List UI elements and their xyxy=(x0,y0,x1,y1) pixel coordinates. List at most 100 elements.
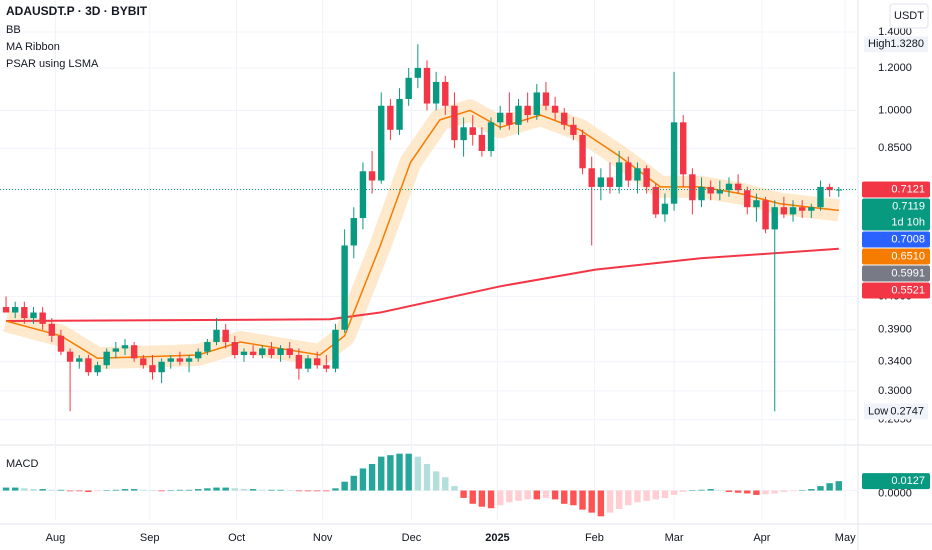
x-tick-label: Dec xyxy=(402,532,422,544)
currency[interactable]: USDT xyxy=(894,10,924,22)
candle-body xyxy=(39,312,46,324)
macd-bar xyxy=(432,471,440,491)
macd-bar xyxy=(579,490,586,510)
low-badge xyxy=(864,403,928,420)
price-badge xyxy=(862,198,930,231)
price-badge-label: 0.5991 xyxy=(891,267,925,279)
candle-body xyxy=(771,207,778,230)
macd-bar xyxy=(615,490,623,509)
low-label: Low xyxy=(868,405,888,417)
macd-bar xyxy=(341,481,348,491)
macd-bar xyxy=(606,490,614,513)
macd-bar xyxy=(451,486,458,491)
macd-bar xyxy=(561,490,568,504)
candle-body xyxy=(716,190,724,194)
candle-body xyxy=(21,307,28,319)
indicator-label[interactable]: MA Ribbon xyxy=(6,41,60,53)
macd-bar xyxy=(21,488,28,491)
macd-tick-label: 0.0000 xyxy=(878,487,912,499)
macd-bar xyxy=(323,490,330,492)
macd-bar xyxy=(11,487,19,491)
x-tick-label: 2025 xyxy=(485,532,509,544)
macd-bar xyxy=(625,490,632,506)
candle-body xyxy=(689,174,696,201)
candle-body xyxy=(707,186,714,194)
macd-label[interactable]: MACD xyxy=(6,458,38,470)
macd-bar xyxy=(588,490,595,513)
macd-bar xyxy=(368,464,376,491)
indicator-label[interactable]: PSAR using LSMA xyxy=(6,58,99,70)
macd-bar xyxy=(396,453,403,491)
macd-bar xyxy=(652,490,659,500)
candle-body xyxy=(496,112,504,123)
candle-body xyxy=(368,171,376,181)
x-tick-label: Feb xyxy=(585,532,604,544)
candle-body xyxy=(661,203,669,215)
candle-body xyxy=(478,134,486,152)
candle-body xyxy=(158,361,165,373)
candle-body xyxy=(85,358,92,373)
candle-body xyxy=(167,358,174,362)
macd-bar xyxy=(204,488,211,491)
candle-body xyxy=(652,186,659,215)
macd-bar xyxy=(487,490,495,509)
candle-body xyxy=(2,307,10,313)
candle-body xyxy=(11,307,19,313)
macd-bar xyxy=(167,490,174,492)
macd-bar xyxy=(506,490,513,503)
price-badge-label: 0.7119 xyxy=(892,200,925,212)
x-tick-label: Apr xyxy=(753,532,770,544)
candle-body xyxy=(506,112,513,125)
candle-body xyxy=(423,67,431,104)
candle-body xyxy=(542,92,550,106)
candle-body xyxy=(643,168,650,187)
macd-bar xyxy=(808,489,815,491)
macd-bar xyxy=(469,490,476,504)
candle-body xyxy=(597,177,605,187)
candle-body xyxy=(231,342,239,355)
candle-body xyxy=(304,358,312,369)
macd-bar xyxy=(780,490,788,492)
indicator-label[interactable]: BB xyxy=(6,24,21,36)
candle-body xyxy=(744,190,751,208)
ma-long-line xyxy=(5,247,839,322)
macd-bar xyxy=(643,490,650,501)
macd-bar xyxy=(158,490,165,492)
macd-badge-label: 0.0127 xyxy=(891,475,925,487)
macd-bar xyxy=(57,489,65,491)
candle-body xyxy=(30,312,37,319)
candle-body xyxy=(149,365,156,373)
macd-bar xyxy=(94,490,101,492)
macd-bar xyxy=(350,475,357,491)
x-tick-label: Sep xyxy=(140,532,160,544)
macd-bar xyxy=(268,489,275,491)
candle-body xyxy=(213,329,220,343)
high-badge xyxy=(864,36,928,53)
candle-body xyxy=(130,345,138,359)
macd-bar xyxy=(597,490,605,517)
macd-bar xyxy=(39,489,46,491)
candle-body xyxy=(588,168,595,187)
currency-button[interactable] xyxy=(889,3,929,29)
macd-bar xyxy=(76,490,83,492)
candle-body xyxy=(185,358,193,362)
candle-body xyxy=(112,348,120,352)
candle-body xyxy=(808,207,815,211)
candle-body xyxy=(680,122,687,175)
candle-body xyxy=(204,342,211,352)
macd-bar xyxy=(295,490,303,492)
candle-body xyxy=(780,207,788,215)
candle-body xyxy=(359,171,367,219)
macd-bar xyxy=(85,490,92,492)
symbol-title[interactable]: ADAUSDT.P · 3D · BYBIT xyxy=(6,4,148,18)
candle-body xyxy=(835,189,842,191)
candle-body xyxy=(140,358,147,366)
macd-bar xyxy=(817,486,824,491)
high-value: 1.3280 xyxy=(890,38,924,50)
macd-bar xyxy=(176,489,184,491)
y-tick-label: 0.3900 xyxy=(878,324,912,336)
x-tick-label: May xyxy=(835,532,856,544)
candle-body xyxy=(524,105,531,116)
macd-bar xyxy=(405,453,412,491)
